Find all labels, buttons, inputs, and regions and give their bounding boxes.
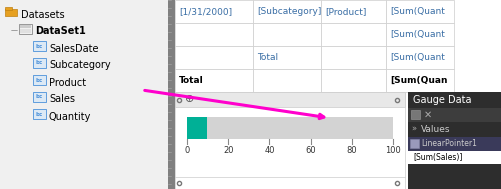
Bar [253, 0, 320, 23]
Text: Total: Total [179, 76, 203, 85]
Text: [Sum(Quant: [Sum(Quant [389, 53, 444, 62]
Bar [407, 92, 501, 189]
Bar [175, 92, 404, 189]
Bar [385, 23, 453, 46]
Text: LinearPointer1: LinearPointer1 [420, 139, 476, 149]
Bar [320, 0, 385, 23]
Bar [175, 69, 253, 92]
Text: Product: Product [49, 77, 86, 88]
Bar [0, 0, 168, 189]
Text: ✕: ✕ [423, 110, 431, 120]
Text: 60: 60 [305, 146, 315, 155]
Bar [33, 58, 46, 68]
Text: Datasets: Datasets [21, 9, 65, 19]
Bar [187, 117, 392, 139]
Bar [33, 92, 46, 102]
Text: 80: 80 [346, 146, 356, 155]
Bar [385, 0, 453, 23]
Text: 40: 40 [264, 146, 274, 155]
Text: [Sum(Quan: [Sum(Quan [389, 76, 446, 85]
Text: [Sum(Quant: [Sum(Quant [389, 30, 444, 39]
Text: [1/31/2000]: [1/31/2000] [179, 7, 231, 16]
Text: [Sum(Sales)]: [Sum(Sales)] [412, 153, 461, 162]
Bar [253, 69, 320, 92]
Bar [19, 24, 32, 34]
Text: 0: 0 [184, 146, 189, 155]
Bar [407, 137, 501, 151]
Bar [175, 0, 253, 23]
Text: ⊕: ⊕ [185, 94, 194, 105]
Bar [320, 69, 385, 92]
Bar [33, 109, 46, 119]
Bar [175, 23, 253, 46]
Bar [5, 9, 17, 16]
Bar [320, 46, 385, 69]
Text: bc: bc [36, 94, 43, 99]
Text: [Subcategory]: [Subcategory] [257, 7, 321, 16]
Bar [5, 7, 12, 10]
Bar [253, 46, 320, 69]
Text: Subcategory: Subcategory [49, 60, 110, 70]
Text: DataSet1: DataSet1 [35, 26, 86, 36]
Bar [385, 69, 453, 92]
Text: Total: Total [257, 53, 278, 62]
Text: [Product]: [Product] [324, 7, 366, 16]
Text: [Sum(Quant: [Sum(Quant [389, 7, 444, 16]
Text: Gauge Data: Gauge Data [412, 95, 470, 105]
Text: bc: bc [36, 112, 43, 116]
Text: 100: 100 [384, 146, 400, 155]
Text: »: » [410, 125, 415, 134]
Bar [409, 139, 418, 148]
Text: SalesDate: SalesDate [49, 43, 98, 53]
Bar [320, 23, 385, 46]
Bar [385, 46, 453, 69]
Text: —: — [11, 28, 18, 33]
Text: Values: Values [420, 125, 449, 134]
Bar [20, 25, 31, 28]
Bar [20, 31, 31, 33]
Bar [175, 46, 253, 69]
Bar [253, 23, 320, 46]
Text: 20: 20 [222, 146, 233, 155]
Bar [175, 92, 404, 107]
Text: Sales: Sales [49, 94, 75, 105]
Text: bc: bc [36, 60, 43, 66]
Bar [20, 29, 31, 30]
Bar [33, 75, 46, 85]
Bar [168, 0, 175, 189]
Text: bc: bc [36, 43, 43, 49]
Bar [410, 110, 419, 119]
Text: Quantity: Quantity [49, 112, 91, 122]
Bar [407, 151, 501, 164]
Bar [187, 117, 206, 139]
Bar [407, 108, 501, 122]
Text: bc: bc [36, 77, 43, 83]
Bar [33, 41, 46, 51]
